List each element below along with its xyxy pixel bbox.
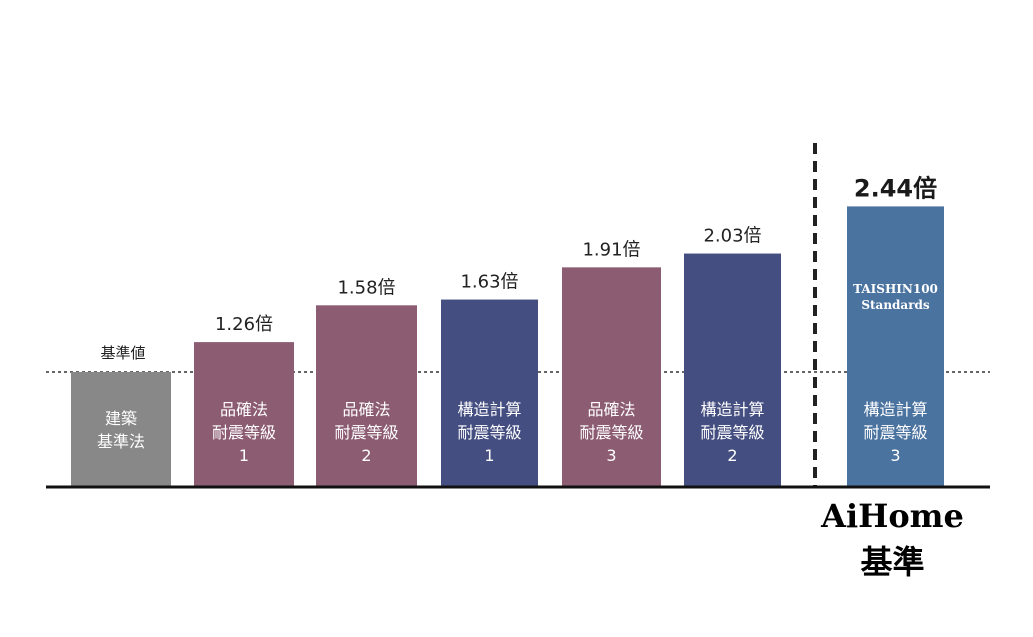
value-label-2: 1.26倍 (215, 314, 273, 335)
bar-label-7-line-2: 耐震等級 (863, 423, 927, 442)
bar-label-7-line-3: 3 (890, 446, 900, 465)
bar-6 (684, 253, 781, 487)
bar-label-6-line-1: 構造計算 (700, 400, 764, 419)
bar-3 (316, 305, 417, 487)
bar-label-4-line-3: 1 (484, 446, 494, 465)
bar-label-4-line-2: 耐震等級 (457, 423, 521, 442)
value-label-3: 1.58倍 (337, 277, 395, 298)
group-label-line-1: AiHome (820, 497, 964, 535)
bar-label-2-line-2: 耐震等級 (212, 423, 276, 442)
value-label-4: 1.63倍 (460, 272, 518, 293)
bar-2 (194, 342, 294, 487)
bar-label-3-line-2: 耐震等級 (334, 423, 398, 442)
bar-5 (562, 267, 661, 487)
bar-label-2-line-1: 品確法 (220, 400, 268, 419)
bar-1 (71, 372, 171, 487)
bar-label-7-line-1: 構造計算 (863, 400, 927, 419)
bar-label-4-line-1: 構造計算 (457, 400, 521, 419)
bar-label-5-line-3: 3 (606, 446, 616, 465)
bar-4 (441, 299, 538, 487)
bar-label-1-line-2: 基準法 (97, 432, 145, 451)
baseline-label: 基準値 (100, 344, 145, 362)
bar-label-6-line-3: 2 (727, 446, 737, 465)
bar-label-3-line-1: 品確法 (342, 400, 390, 419)
bar-label-2-line-3: 1 (239, 446, 249, 465)
bar-label-5-line-1: 品確法 (587, 400, 635, 419)
value-label-7: 2.44倍 (854, 174, 937, 202)
bar-label-1-line-1: 建築 (105, 409, 137, 428)
bar-label-6-line-2: 耐震等級 (700, 423, 764, 442)
value-label-5: 1.91倍 (582, 239, 640, 260)
bar-inner-note-line-1: TAISHIN100 (853, 282, 938, 296)
bar-inner-note-line-2: Standards (861, 298, 930, 312)
bar-label-3-line-3: 2 (361, 446, 371, 465)
bar-label-5-line-2: 耐震等級 (579, 423, 643, 442)
bar-7 (847, 206, 944, 487)
group-label-line-2: 基準 (860, 543, 924, 581)
value-label-6: 2.03倍 (703, 226, 761, 247)
